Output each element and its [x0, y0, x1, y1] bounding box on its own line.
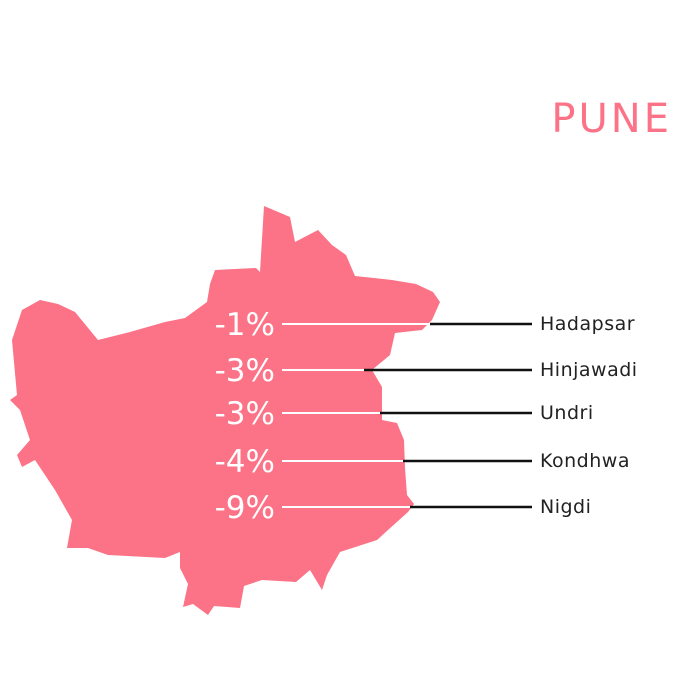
district-label: Kondhwa: [540, 450, 630, 472]
percent-label: -1%: [215, 307, 275, 343]
pune-map-shape: [10, 206, 440, 615]
district-label: Hadapsar: [540, 313, 635, 335]
district-rows: -1% Hadapsar -3% Hinjawadi -3% Undri -4% Kondhw…: [215, 307, 638, 526]
district-label: Nigdi: [540, 496, 591, 518]
percent-label: -3%: [215, 353, 275, 389]
district-label: Undri: [540, 402, 594, 424]
district-label: Hinjawadi: [540, 359, 638, 381]
city-title: PUNE: [551, 96, 672, 142]
percent-label: -3%: [215, 396, 275, 432]
percent-label: -9%: [215, 490, 275, 526]
percent-label: -4%: [215, 444, 275, 480]
